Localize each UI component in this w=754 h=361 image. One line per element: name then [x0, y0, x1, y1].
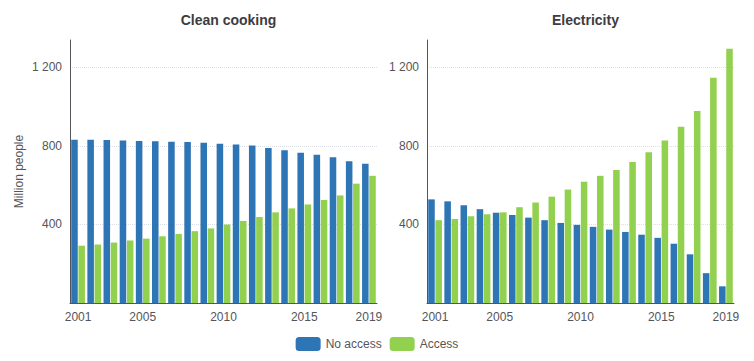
- svg-text:1 200: 1 200: [32, 60, 62, 74]
- svg-text:2015: 2015: [291, 310, 318, 324]
- svg-text:2005: 2005: [129, 310, 156, 324]
- svg-text:No access: No access: [326, 337, 382, 351]
- svg-text:2010: 2010: [567, 310, 594, 324]
- svg-text:800: 800: [399, 139, 419, 153]
- svg-text:2001: 2001: [422, 310, 449, 324]
- svg-text:400: 400: [42, 217, 62, 231]
- svg-text:1 200: 1 200: [389, 60, 419, 74]
- svg-text:2019: 2019: [356, 310, 383, 324]
- svg-text:2019: 2019: [713, 310, 740, 324]
- svg-text:Electricity: Electricity: [552, 12, 619, 28]
- svg-text:2001: 2001: [65, 310, 92, 324]
- svg-text:2015: 2015: [648, 310, 675, 324]
- svg-text:Million people: Million people: [12, 134, 26, 208]
- svg-text:2005: 2005: [486, 310, 513, 324]
- svg-text:400: 400: [399, 217, 419, 231]
- svg-text:Access: Access: [420, 337, 459, 351]
- svg-text:800: 800: [42, 139, 62, 153]
- svg-text:Clean cooking: Clean cooking: [181, 12, 277, 28]
- svg-text:2010: 2010: [210, 310, 237, 324]
